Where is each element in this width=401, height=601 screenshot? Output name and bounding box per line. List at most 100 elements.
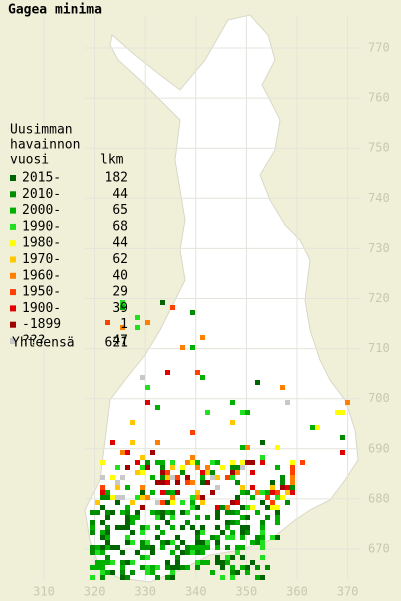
grid-square (220, 575, 225, 580)
grid-square (200, 560, 205, 565)
grid-square (120, 305, 125, 310)
grid-square (230, 470, 235, 475)
grid-square (185, 475, 190, 480)
grid-square (140, 525, 145, 530)
total-label: Yhteensä (12, 336, 75, 351)
grid-square (255, 535, 260, 540)
grid-square (280, 480, 285, 485)
grid-square (210, 470, 215, 475)
grid-square (180, 465, 185, 470)
grid-square (90, 530, 95, 535)
grid-square (100, 460, 105, 465)
grid-square (180, 500, 185, 505)
grid-square (165, 370, 170, 375)
grid-square (145, 525, 150, 530)
grid-square (140, 530, 145, 535)
legend-swatch (10, 272, 16, 279)
grid-square (110, 475, 115, 480)
grid-square (190, 310, 195, 315)
grid-square (225, 510, 230, 515)
grid-square (165, 500, 170, 505)
grid-square (290, 470, 295, 475)
grid-square (280, 495, 285, 500)
grid-square (230, 500, 235, 505)
grid-square (265, 505, 270, 510)
grid-square (250, 495, 255, 500)
grid-square (105, 570, 110, 575)
grid-square (145, 570, 150, 575)
grid-square (215, 545, 220, 550)
grid-square (195, 550, 200, 555)
legend-heading: Uusimman (10, 123, 73, 138)
grid-square (195, 560, 200, 565)
grid-square (120, 325, 125, 330)
legend-heading: havainnon (10, 138, 80, 153)
grid-square (200, 550, 205, 555)
grid-square (190, 550, 195, 555)
grid-square (205, 480, 210, 485)
grid-square (135, 495, 140, 500)
grid-square (125, 485, 130, 490)
grid-square (250, 505, 255, 510)
grid-square (185, 480, 190, 485)
grid-square (250, 485, 255, 490)
grid-square (110, 570, 115, 575)
grid-square (230, 555, 235, 560)
grid-square (195, 535, 200, 540)
grid-square (165, 520, 170, 525)
grid-square (165, 575, 170, 580)
grid-square (265, 495, 270, 500)
grid-square (185, 550, 190, 555)
y-tick-label: 700 (368, 391, 390, 405)
grid-square (145, 320, 150, 325)
grid-square (185, 565, 190, 570)
legend-count: 39 (112, 301, 128, 316)
grid-square (170, 510, 175, 515)
grid-square (150, 490, 155, 495)
grid-square (215, 525, 220, 530)
legend-swatch (10, 305, 16, 312)
grid-square (105, 545, 110, 550)
grid-square (190, 455, 195, 460)
grid-square (190, 460, 195, 465)
legend-count: 68 (112, 219, 128, 234)
y-tick-label: 760 (368, 91, 390, 105)
grid-square (340, 410, 345, 415)
grid-square (120, 565, 125, 570)
grid-square (220, 560, 225, 565)
grid-square (95, 560, 100, 565)
grid-square (170, 570, 175, 575)
grid-square (255, 565, 260, 570)
grid-square (205, 465, 210, 470)
grid-square (180, 345, 185, 350)
legend-label: 2010- (22, 187, 61, 202)
grid-square (115, 465, 120, 470)
legend-count: 29 (112, 285, 128, 300)
grid-square (245, 410, 250, 415)
grid-square (130, 500, 135, 505)
grid-square (145, 555, 150, 560)
grid-square (205, 515, 210, 520)
grid-square (165, 490, 170, 495)
legend-label: 1900- (22, 301, 61, 316)
grid-square (95, 545, 100, 550)
grid-square (140, 455, 145, 460)
grid-square (115, 480, 120, 485)
grid-square (140, 555, 145, 560)
grid-square (100, 535, 105, 540)
grid-square (260, 520, 265, 525)
legend-swatch (10, 207, 16, 214)
grid-square (120, 300, 125, 305)
grid-square (250, 540, 255, 545)
grid-square (280, 485, 285, 490)
grid-square (225, 535, 230, 540)
grid-square (100, 550, 105, 555)
grid-square (125, 525, 130, 530)
grid-square (340, 435, 345, 440)
grid-square (200, 545, 205, 550)
grid-square (270, 480, 275, 485)
x-tick-label: 310 (33, 585, 55, 599)
legend-count: 62 (112, 252, 128, 267)
grid-square (200, 375, 205, 380)
grid-square (170, 550, 175, 555)
